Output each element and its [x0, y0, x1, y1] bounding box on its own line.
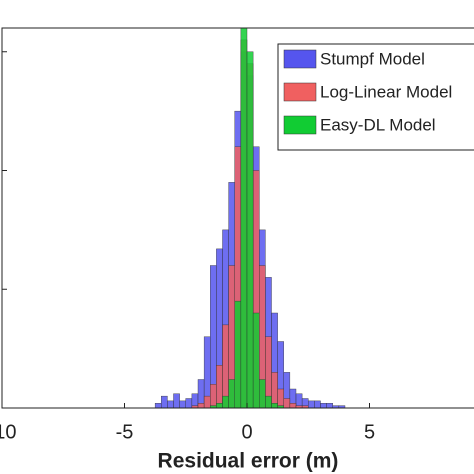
- histogram-bar: [197, 403, 205, 408]
- histogram-bar: [338, 405, 346, 408]
- histogram-bar: [283, 398, 291, 408]
- histogram-bar: [210, 384, 217, 408]
- histogram-bar: [216, 403, 223, 408]
- histogram-bar: [240, 28, 248, 408]
- histogram-bar: [252, 312, 260, 408]
- histogram-bar: [308, 400, 315, 408]
- legend-label: Stumpf Model: [320, 49, 425, 68]
- legend: Stumpf Model Log-Linear Model Easy-DL Mode…: [277, 43, 474, 151]
- histogram-bar: [246, 51, 254, 408]
- histogram-bar: [161, 395, 168, 408]
- histogram-bar: [185, 398, 193, 408]
- histogram-bar: [259, 379, 266, 408]
- histogram-bar: [173, 393, 180, 408]
- histogram-bar: [234, 300, 242, 408]
- legend-swatch: [283, 115, 317, 135]
- x-axis-title: Residual error (m): [158, 450, 339, 473]
- legend-swatch: [283, 49, 317, 69]
- histogram-bar: [301, 405, 309, 408]
- x-tick-label: 5: [364, 421, 375, 443]
- histogram-bar: [216, 365, 223, 408]
- histogram-bar: [222, 324, 229, 408]
- x-tick-label: -10: [0, 421, 16, 443]
- histogram-bar: [289, 403, 297, 408]
- histogram-bar: [314, 400, 321, 408]
- histogram-bar: [222, 395, 229, 408]
- histogram-bar: [154, 403, 162, 408]
- histogram-bar: [326, 403, 333, 408]
- histogram-bar: [265, 395, 272, 408]
- legend-swatch: [283, 82, 317, 102]
- x-tick-label: 0: [241, 421, 252, 443]
- histogram-bar: [167, 400, 174, 408]
- histogram-bar: [271, 403, 278, 408]
- histogram-bar: [320, 403, 327, 408]
- histogram-bar: [277, 405, 284, 408]
- legend-label: Log-Linear Model: [320, 82, 452, 101]
- axes: -10 -5 0 5 Stumpf Model Log-Linear Model Easy-…: [0, 27, 474, 443]
- histogram-bar: [271, 372, 278, 408]
- x-tick-label: -5: [116, 421, 134, 443]
- histogram-bar: [228, 379, 235, 408]
- legend-label: Easy-DL Model: [320, 115, 436, 134]
- histogram-bar: [203, 395, 211, 408]
- histogram-bar: [179, 400, 186, 408]
- plot-area: [154, 28, 346, 408]
- histogram-bar: [277, 388, 284, 408]
